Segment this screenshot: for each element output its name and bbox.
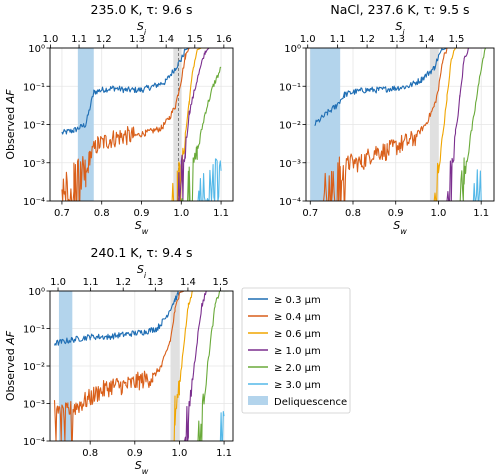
series-group [61, 48, 225, 201]
water-saturation-band [173, 48, 182, 201]
top-x-tick-label: 1.5 [187, 34, 203, 45]
y-tick-label: 10⁻² [23, 362, 45, 373]
water-saturation-band [429, 48, 439, 201]
series-line [197, 158, 222, 201]
x-tick-label: 1.1 [216, 448, 232, 459]
series-group [314, 48, 487, 201]
legend-box [241, 287, 351, 414]
x-tick-label: 1.1 [473, 208, 489, 219]
x-tick-label: 0.9 [134, 208, 150, 219]
chart-panel-nacl-237K: 0.7 0.8 0.9 1.0 1.1 1.0 1.1 1.2 1.3 1.4 1.5 10⁻⁴ 10⁻… [279, 2, 495, 236]
legend: ≥ 0.3 µm ≥ 0.4 µm ≥ 0.6 µm ≥ 1.0 µm ≥ 2.0 µm… [241, 287, 351, 414]
top-x-tick-label: 1.5 [213, 277, 229, 288]
legend-label: ≥ 3.0 µm [274, 380, 321, 391]
water-saturation-band [170, 291, 180, 441]
y-tick-label: 10⁻³ [23, 400, 45, 411]
y-tick-label: 10⁻² [23, 121, 45, 132]
y-tick-label: 10⁻⁴ [23, 197, 45, 208]
x-tick-label: 1.0 [431, 208, 447, 219]
series-line [61, 48, 225, 135]
top-x-tick-label: 1.1 [83, 277, 99, 288]
top-x-tick-label: 1.4 [419, 34, 435, 45]
series-group [53, 291, 229, 441]
series-line [318, 48, 486, 201]
x-axis-label: Sw [393, 219, 407, 236]
top-x-tick-label: 1.4 [158, 34, 174, 45]
legend-label: Deliquescence [274, 397, 347, 408]
chart-title: 235.0 K, τ: 9.6 s [91, 2, 193, 17]
top-x-tick-label: 1.2 [359, 34, 375, 45]
legend-label: ≥ 0.4 µm [274, 312, 321, 323]
y-tick-label: 10⁰ [28, 287, 45, 298]
top-x-tick-label: 1.6 [216, 34, 232, 45]
top-x-tick-label: 1.0 [42, 34, 58, 45]
top-x-tick-label: 1.5 [448, 34, 464, 45]
y-tick-label: 10⁻² [279, 121, 301, 132]
series-line [183, 291, 229, 441]
top-x-tick-label: 1.2 [115, 277, 131, 288]
series-line [455, 48, 487, 201]
y-tick-label: 10⁻³ [23, 159, 45, 170]
series-line [171, 48, 225, 201]
series-line [61, 48, 225, 201]
x-axis-label: Sw [135, 219, 149, 236]
top-x-axis-label: Si [137, 263, 147, 280]
y-tick-label: 10⁰ [284, 44, 301, 55]
legend-label: ≥ 0.6 µm [274, 329, 321, 340]
x-tick-label: 0.7 [302, 208, 318, 219]
series-line [177, 48, 225, 201]
top-x-tick-label: 1.0 [50, 277, 66, 288]
top-x-tick-label: 1.0 [300, 34, 316, 45]
y-tick-label: 10⁻¹ [23, 325, 45, 336]
series-line [314, 48, 486, 126]
x-tick-label: 0.9 [388, 208, 404, 219]
top-x-tick-label: 1.2 [96, 34, 112, 45]
x-tick-label: 0.8 [82, 448, 98, 459]
series-line [219, 411, 225, 441]
y-tick-label: 10⁻¹ [23, 82, 45, 93]
legend-label: ≥ 0.3 µm [274, 295, 321, 306]
series-line [472, 169, 482, 201]
x-tick-label: 1.1 [213, 208, 229, 219]
x-tick-label: 1.0 [171, 448, 187, 459]
series-line [53, 291, 229, 346]
x-axis-label: Sw [135, 459, 149, 474]
deliquescence-band [58, 291, 73, 441]
x-tick-label: 1.0 [173, 208, 189, 219]
legend-label: ≥ 2.0 µm [274, 363, 321, 374]
x-tick-label: 0.8 [345, 208, 361, 219]
top-x-tick-label: 1.1 [71, 34, 87, 45]
top-x-tick-label: 1.3 [389, 34, 405, 45]
y-axis-label: Observed AF [4, 89, 17, 160]
chart-panel-240K: 0.8 0.9 1.0 1.1 1.0 1.1 1.2 1.3 1.4 1.5 10⁻⁴ 10⁻³ 10… [4, 245, 234, 474]
legend-label: ≥ 1.0 µm [274, 346, 321, 357]
top-x-tick-label: 1.4 [180, 277, 196, 288]
y-tick-label: 10⁻¹ [279, 82, 301, 93]
top-x-tick-label: 1.3 [129, 34, 145, 45]
chart-panel-235K: 0.7 0.8 0.9 1.0 1.1 1.0 1.1 1.2 1.3 1.4 1.5 1.6 10⁻⁴… [4, 2, 234, 236]
x-tick-label: 0.7 [54, 208, 70, 219]
top-x-axis-label: Si [395, 20, 405, 37]
y-tick-label: 10⁰ [28, 44, 45, 55]
x-tick-label: 0.8 [94, 208, 110, 219]
chart-title: 240.1 K, τ: 9.4 s [91, 245, 193, 260]
series-line [197, 291, 229, 441]
series-line [170, 291, 229, 441]
top-x-axis-label: Si [137, 20, 147, 37]
series-line [53, 291, 229, 441]
y-tick-label: 10⁻⁴ [23, 437, 45, 448]
series-line [180, 66, 222, 201]
series-line [446, 48, 486, 201]
top-x-tick-label: 1.3 [147, 277, 163, 288]
top-x-tick-label: 1.1 [330, 34, 346, 45]
y-tick-label: 10⁻³ [279, 159, 301, 170]
series-line [433, 48, 486, 201]
y-axis-label: Observed AF [4, 330, 17, 401]
x-tick-label: 0.9 [127, 448, 143, 459]
legend-swatch [248, 396, 268, 405]
y-tick-label: 10⁻⁴ [279, 197, 301, 208]
chart-title: NaCl, 237.6 K, τ: 9.5 s [330, 2, 469, 17]
